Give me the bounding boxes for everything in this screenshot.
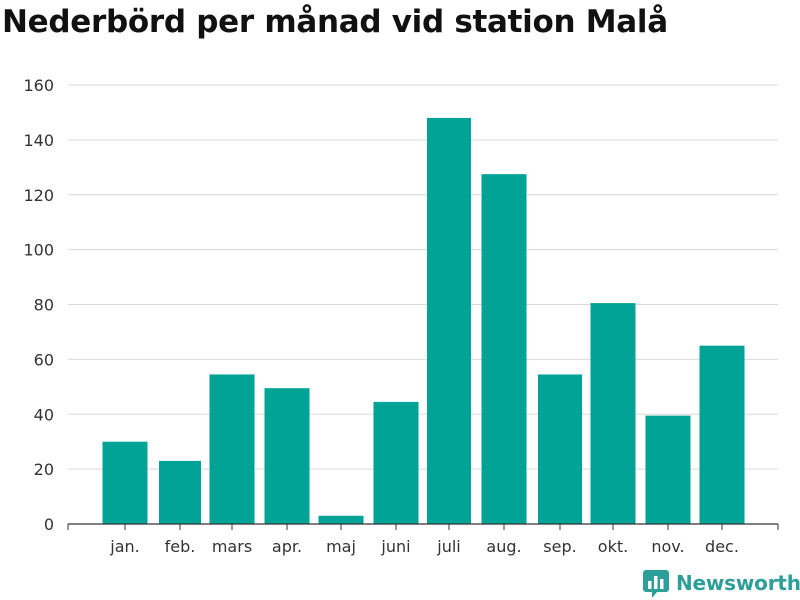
- x-tick-label: juli: [436, 537, 460, 556]
- x-tick-label: feb.: [165, 537, 196, 556]
- y-tick-label: 40: [34, 405, 54, 424]
- y-tick-label: 140: [23, 131, 54, 150]
- bar: [209, 374, 255, 524]
- y-tick-label: 60: [34, 350, 54, 369]
- bar: [159, 460, 201, 524]
- newsworthy-logo: Newsworthy: [643, 568, 800, 598]
- y-tick-label: 160: [23, 76, 54, 95]
- y-tick-label: 120: [23, 186, 54, 205]
- bar: [373, 401, 419, 524]
- logo-text: Newsworthy: [676, 571, 800, 595]
- x-tick-label: okt.: [598, 537, 628, 556]
- y-tick-label: 100: [23, 241, 54, 260]
- x-tick-labels: jan. feb. mars apr. maj juni juli aug. sep. okt. n…: [109, 537, 739, 556]
- bar: [102, 441, 148, 524]
- newsworthy-bar-chart-icon: [643, 570, 669, 598]
- x-axis: [67, 523, 779, 530]
- bar: [538, 374, 582, 524]
- bar: [645, 415, 691, 524]
- bar: [427, 117, 471, 525]
- x-tick-label: aug.: [486, 537, 521, 556]
- x-tick-label: dec.: [705, 537, 739, 556]
- bars: [102, 117, 745, 525]
- gridlines: [68, 84, 778, 470]
- x-tick-label: juni: [380, 537, 410, 556]
- bar: [481, 174, 527, 524]
- bar: [699, 345, 745, 524]
- x-tick-label: maj: [326, 537, 356, 556]
- y-tick-label: 20: [34, 460, 54, 479]
- y-tick-label: 0: [44, 515, 54, 534]
- y-tick-label: 80: [34, 296, 54, 315]
- y-tick-labels: 0 20 40 60 80 100 120 140 160: [23, 76, 54, 534]
- chart-title: Nederbörd per månad vid station Malå: [2, 4, 668, 40]
- bar: [264, 388, 310, 524]
- bar: [590, 303, 636, 524]
- x-tick-label: nov.: [651, 537, 684, 556]
- x-tick-label: sep.: [543, 537, 576, 556]
- x-tick-label: apr.: [272, 537, 302, 556]
- x-tick-label: mars: [212, 537, 252, 556]
- x-tick-label: jan.: [109, 537, 139, 556]
- bar: [318, 515, 364, 524]
